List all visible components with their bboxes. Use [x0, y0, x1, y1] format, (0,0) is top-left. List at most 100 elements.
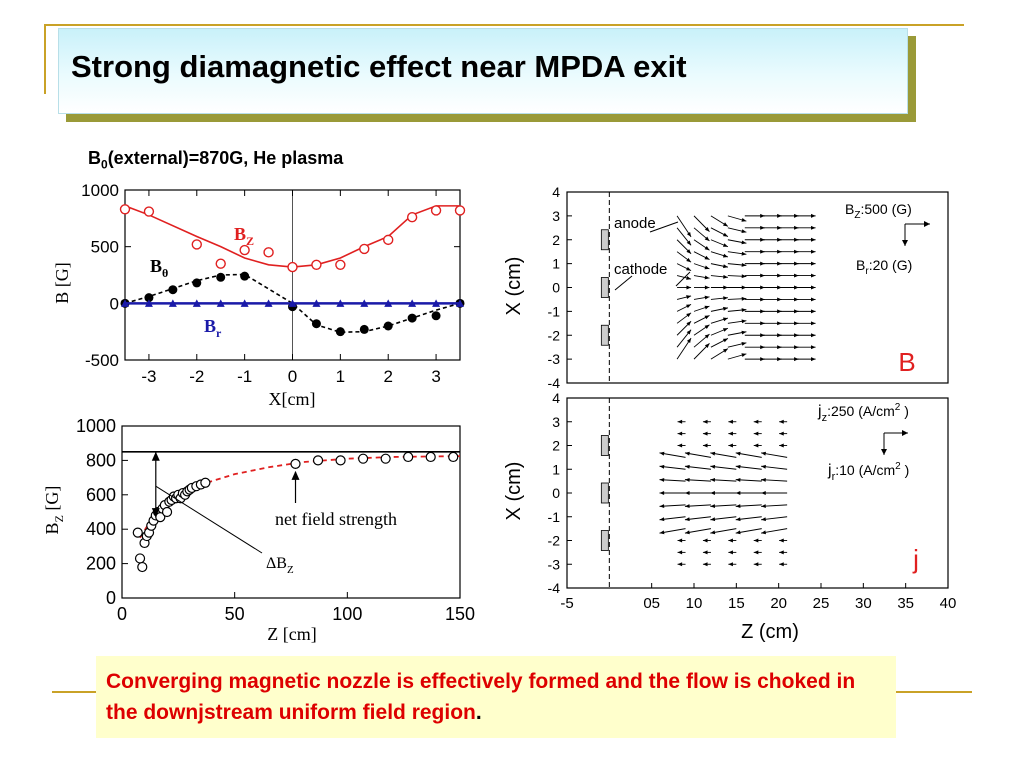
vector-arrow-head [761, 491, 766, 495]
y-tick-label: -4 [548, 580, 561, 596]
vector-arrow-head [704, 295, 710, 300]
bz-fit-dashed [139, 455, 461, 539]
vector-arrow-head [810, 285, 816, 290]
vector-arrow-head [779, 550, 784, 555]
bz-z-point [132, 527, 143, 538]
vector-arrow-head [735, 477, 741, 482]
vector-arrow-head [686, 257, 692, 263]
y-tick-label: 600 [86, 485, 116, 505]
btheta-point [144, 293, 154, 303]
x-tick-label: 35 [897, 595, 914, 612]
vector-arrow-head [677, 538, 683, 543]
bz-point [143, 206, 155, 217]
vector-arrow-head [810, 321, 816, 326]
delta-leader-line [155, 485, 263, 554]
vector-arrow-head [686, 338, 692, 344]
chart-bz-vs-z: 0 50 100 150 1000 800 600 400 200 0 BZ [G] Z [cm]… [42, 416, 475, 644]
vector-arrow-head [741, 353, 747, 358]
chart-b-vs-x: -3 -2 -1 0 1 2 3 1000 500 0 -500 B [G] X[cm] BZ Bθ… [52, 181, 466, 409]
vector-arrow-head [810, 213, 816, 218]
vector-arrow-head [704, 334, 710, 339]
br-point [216, 299, 225, 307]
br-point [336, 299, 345, 307]
y-tick-label: 1000 [76, 416, 116, 436]
vector-arrow-head [686, 240, 692, 246]
vector-arrow-head [722, 253, 728, 258]
caption-period: . [475, 701, 482, 724]
panel-letter-j: j [912, 544, 919, 574]
frame-bottom-right-line [896, 691, 972, 693]
x-tick-label: 50 [225, 604, 245, 624]
vector-arrow-head [753, 550, 759, 555]
br-point [240, 299, 249, 307]
br-point [312, 299, 321, 307]
vector-arrow-head [741, 319, 747, 324]
y-tick-label: 1000 [81, 181, 119, 200]
btheta-point [311, 319, 321, 329]
y-tick-label: 200 [86, 554, 116, 574]
x-tick-label: 10 [686, 595, 703, 612]
bz-point [406, 211, 418, 223]
vector-arrow-head [704, 226, 710, 232]
x-tick-label: 2 [383, 367, 392, 386]
btheta-point [216, 272, 226, 282]
x-tick-label: -1 [237, 367, 252, 386]
annotation-net-field: net field strength [275, 509, 397, 529]
frame-top-line [44, 24, 964, 26]
net-arrow-head [291, 470, 300, 480]
vector-arrow-head [741, 308, 747, 312]
bz-z-point [335, 455, 346, 466]
btheta-point [192, 278, 202, 288]
y-tick-label: -2 [548, 327, 561, 343]
vector-arrow-head [659, 477, 665, 482]
vector-arrow-head [686, 312, 692, 318]
y-tick-label: 0 [106, 588, 116, 608]
bz-point [335, 259, 346, 270]
vector-arrow-head [686, 231, 692, 237]
vector-arrow-head [684, 530, 690, 535]
bz-z-point [358, 453, 369, 464]
electrode-block [600, 482, 609, 504]
bz-point [263, 247, 274, 258]
y-tick-label: -3 [548, 351, 561, 367]
bz-z-point [425, 451, 436, 463]
label-cathode: cathode [614, 261, 667, 278]
br-point [121, 299, 129, 307]
vector-arrow-head [722, 348, 728, 353]
vector-arrow-head [761, 464, 766, 469]
electrode-block [600, 435, 609, 456]
vector-arrow-head [741, 285, 747, 290]
bz-z-point [161, 506, 173, 518]
br-point [192, 299, 201, 307]
y-tick-label: 2 [552, 232, 560, 248]
subtitle-rest: (external)=870G, He plasma [107, 148, 344, 168]
electrode-block [600, 324, 609, 346]
vector-arrow-head [723, 296, 728, 301]
vector-arrow-head [779, 443, 784, 448]
xlabel-z-cm: Z (cm) [741, 621, 799, 643]
vector-arrow-head [684, 517, 690, 522]
vector-arrow-head [684, 477, 690, 482]
vector-arrow-head [659, 504, 665, 509]
vector-arrow-head [722, 243, 728, 247]
cathode-leader-2 [675, 271, 691, 287]
btheta-point [407, 313, 417, 323]
vector-arrow-head [702, 538, 708, 543]
legend-bz: BZ:500 (G) [845, 201, 912, 221]
vector-arrow-head [722, 222, 728, 227]
legend-bz-arrow-head [924, 221, 930, 227]
vector-arrow-head [710, 504, 716, 509]
vector-arrow-head [686, 295, 692, 299]
vector-arrow-head [704, 246, 710, 251]
vector-arrow-head [735, 451, 741, 456]
btheta-point [240, 271, 250, 281]
vector-arrow-head [741, 274, 747, 279]
vector-arrow-head [704, 236, 710, 241]
vector-arrow-head [684, 504, 690, 509]
y-tick-label: 400 [86, 519, 116, 539]
vector-arrow-head [741, 296, 747, 301]
vector-arrow-head [735, 504, 741, 509]
slide-title: Strong diamagnetic effect near MPDA exit [71, 49, 687, 84]
vector-arrow-head [704, 343, 710, 349]
br-point [168, 299, 177, 307]
